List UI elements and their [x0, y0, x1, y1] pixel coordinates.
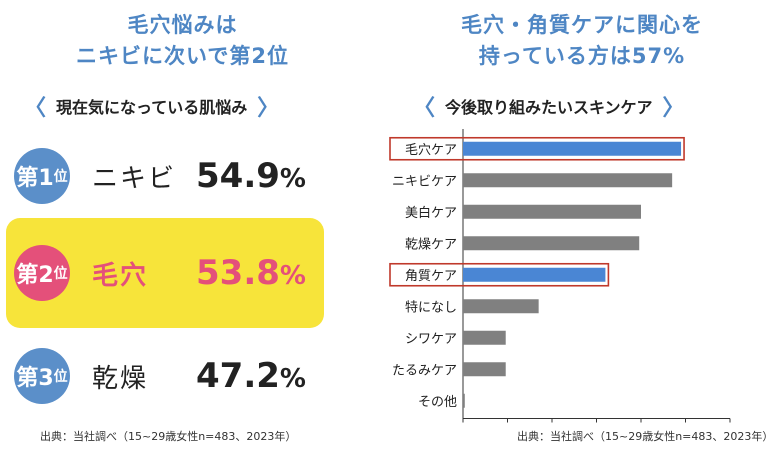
right-title: 毛穴・角質ケアに関心を 持っている方は57% [392, 10, 772, 72]
rank-1-badge: 第1 位 [14, 148, 70, 204]
rank-2-badge: 第2 位 [14, 245, 70, 301]
left-bracket-open: 〈 [24, 96, 47, 121]
bar-6 [463, 330, 506, 345]
right-bracket-open: 〈 [413, 96, 436, 121]
left-subtitle: 〈 現在気になっている肌悩み 〉 [24, 90, 279, 122]
x-tick-label-3: 150 [585, 425, 608, 426]
category-label-5: 特になし [405, 300, 457, 315]
rank-2-value-wrap: 53.8% [196, 253, 306, 293]
x-unit-label: （人） [734, 425, 770, 426]
right-subtitle: 〈 今後取り組みたいスキンケア 〉 [413, 90, 685, 122]
bar-1 [463, 173, 673, 188]
right-bracket-close: 〉 [662, 96, 685, 121]
bar-4 [463, 267, 606, 282]
left-title: 毛穴悩みは ニキビに次いで第2位 [0, 10, 365, 72]
rank-3-suffix: 位 [53, 369, 68, 385]
category-label-1: ニキビケア [392, 174, 457, 189]
category-label-2: 美白ケア [405, 205, 457, 221]
left-title-line1: 毛穴悩みは [127, 13, 238, 37]
left-bracket-close: 〉 [257, 96, 280, 121]
rank-3-num: 第3 [16, 366, 54, 391]
rank-3-value: 47.2 [196, 356, 280, 396]
rank-1-value: 54.9 [196, 156, 280, 196]
highlight-box-0 [389, 136, 685, 161]
right-subtitle-text: 今後取り組みたいスキンケア [445, 98, 653, 117]
right-title-line1: 毛穴・角質ケアに関心を [461, 13, 703, 37]
right-title-line2: 持っている方は57% [478, 44, 686, 68]
rank-2-suffix: 位 [53, 266, 68, 282]
rank-row-3: 第3 位 乾燥 47.2% [14, 340, 314, 412]
category-label-0: 毛穴ケア [405, 143, 457, 158]
bar-8 [463, 393, 465, 408]
right-source: 出典：当社調べ（15~29歳女性n=483、2023年） [517, 430, 774, 443]
bar-2 [463, 204, 641, 219]
rank-3-label: 乾燥 [92, 363, 149, 394]
left-title-line2: ニキビに次いで第2位 [76, 44, 289, 68]
x-tick-label-4: 200 [630, 425, 653, 426]
rank-3-badge: 第3 位 [14, 348, 70, 404]
left-source: 出典：当社調べ（15~29歳女性n=483、2023年） [40, 430, 297, 443]
bar-5 [463, 299, 539, 314]
category-label-4: 角質ケア [405, 269, 457, 284]
category-label-8: その他 [418, 395, 457, 410]
rank-row-1: 第1 位 ニキビ 54.9% [14, 140, 314, 212]
rank-2-unit: % [279, 261, 306, 291]
bar-3 [463, 236, 640, 251]
bar-7 [463, 362, 506, 377]
rank-1-unit: % [279, 164, 306, 194]
x-tick-label-1: 50 [500, 425, 515, 426]
x-tick-label-0: 0 [459, 425, 467, 426]
x-tick-label-2: 100 [541, 425, 564, 426]
left-subtitle-text: 現在気になっている肌悩み [56, 98, 248, 117]
rank-1-suffix: 位 [53, 169, 68, 185]
x-tick-label-5: 250 [674, 425, 697, 426]
rank-3-value-wrap: 47.2% [196, 356, 306, 396]
category-label-6: シワケア [405, 332, 457, 347]
highlight-box-4 [389, 262, 610, 287]
rank-row-2: 第2 位 毛穴 53.8% [14, 237, 314, 309]
rank-1-label: ニキビ [92, 163, 177, 194]
bar-0 [463, 141, 682, 156]
category-label-3: 乾燥ケア [405, 237, 457, 252]
rank-1-num: 第1 [16, 166, 54, 191]
rank-1-value-wrap: 54.9% [196, 156, 306, 196]
rank-3-unit: % [279, 364, 306, 394]
rank-2-num: 第2 [16, 263, 54, 288]
x-tick-label-6: 300 [719, 425, 742, 426]
rank-2-label: 毛穴 [92, 260, 149, 291]
category-label-7: たるみケア [392, 363, 457, 378]
rank-2-value: 53.8 [196, 253, 280, 293]
